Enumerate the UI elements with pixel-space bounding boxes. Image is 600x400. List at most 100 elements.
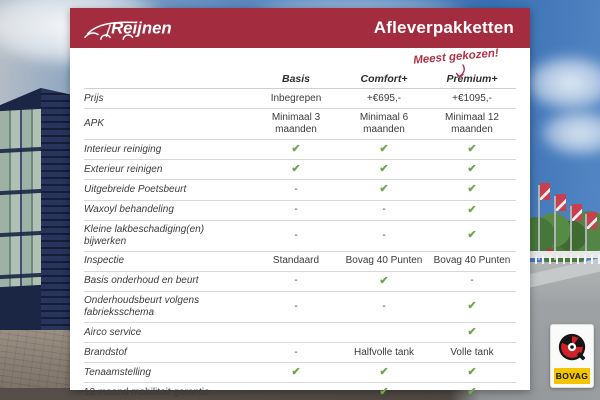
check-cell: ✔ <box>340 163 428 176</box>
value-cell: Bovag 40 Punten <box>345 255 423 267</box>
page-title: Afleverpakketten <box>373 18 514 37</box>
flag-pole <box>570 206 572 260</box>
check-cell: ✔ <box>428 300 516 313</box>
check-cell: ✔ <box>428 326 516 339</box>
row-label: Interieur reiniging <box>84 143 162 155</box>
afleverpakketten-card: Reijnen Afleverpakketten Meest gekozen! … <box>70 8 530 398</box>
value-cell: +€695,- <box>366 92 402 104</box>
check-icon: ✔ <box>467 300 477 313</box>
value-cell: Bovag 40 Punten <box>433 255 511 267</box>
check-icon: ✔ <box>379 163 389 176</box>
check-icon: ✔ <box>291 366 301 379</box>
check-icon: ✔ <box>379 386 389 399</box>
card-header: Reijnen Afleverpakketten <box>70 8 530 48</box>
table-row: Basis onderhoud en beurt - ✔ - <box>84 272 516 292</box>
flag-pole <box>585 214 587 260</box>
check-cell: ✔ <box>428 204 516 217</box>
check-cell: ✔ <box>340 183 428 196</box>
row-label: Prijs <box>84 92 104 104</box>
value-cell: +€1095,- <box>452 92 492 104</box>
table-row: Interieur reiniging ✔ ✔ ✔ <box>84 140 516 161</box>
row-label: Onderhoudsbeurt volgens fabrieksschema <box>84 294 200 318</box>
check-icon: ✔ <box>379 274 389 287</box>
check-icon: ✔ <box>467 143 477 155</box>
row-label: Kleine lakbeschadiging(en) bijwerken <box>84 223 205 247</box>
check-cell: ✔ <box>428 366 516 379</box>
value-cell: - <box>382 300 386 312</box>
check-icon: ✔ <box>467 229 477 242</box>
reijnen-logo: Reijnen <box>84 19 172 40</box>
check-icon: ✔ <box>467 203 477 216</box>
building-tower <box>41 88 74 332</box>
building-windows <box>0 108 42 287</box>
check-cell: ✔ <box>428 163 516 176</box>
row-label: Exterieur reinigen <box>84 163 163 175</box>
check-icon: ✔ <box>379 366 389 379</box>
red-flag <box>572 204 582 221</box>
check-cell: ✔ <box>252 366 340 379</box>
value-cell: - <box>382 229 386 241</box>
check-icon: ✔ <box>291 143 301 155</box>
bovag-badge: BOVAG <box>550 324 594 388</box>
brand-text: Reijnen <box>111 19 172 38</box>
check-icon: ✔ <box>291 163 301 176</box>
row-label: Airco service <box>84 326 142 338</box>
row-label: Basis onderhoud en beurt <box>84 275 199 287</box>
value-cell: Minimaal 12 maanden <box>445 112 499 135</box>
value-cell: Volle tank <box>450 346 494 358</box>
arrow-down-icon <box>455 64 465 78</box>
table-row: 12 maand mobiliteit garantie - ✔ ✔ <box>84 383 516 400</box>
value-cell: - <box>294 183 298 195</box>
row-label: Waxoyl behandeling <box>84 204 174 216</box>
card-body: Meest gekozen! Basis Comfort+ Premium+ Prij… <box>70 47 530 398</box>
row-label: 12 maand mobiliteit garantie <box>84 386 210 398</box>
value-cell: Standaard <box>272 255 320 267</box>
value-cell: - <box>382 204 386 216</box>
check-cell: ✔ <box>428 143 516 156</box>
check-cell: ✔ <box>252 163 340 176</box>
value-cell: Minimaal 6 maanden <box>359 112 409 135</box>
red-flag <box>587 212 597 229</box>
check-icon: ✔ <box>467 386 477 399</box>
value-cell: Inbegrepen <box>270 92 322 104</box>
table-row: Airco service ✔ <box>84 323 516 344</box>
check-cell: ✔ <box>340 143 428 156</box>
check-cell: ✔ <box>340 366 428 379</box>
check-icon: ✔ <box>467 325 477 338</box>
package-table: Basis Comfort+ Premium+ Prijs Inbegrepen +€69… <box>84 71 516 400</box>
table-row: Exterieur reinigen ✔ ✔ ✔ <box>84 160 516 181</box>
white-fence <box>528 255 600 264</box>
bovag-label: BOVAG <box>554 368 590 384</box>
value-cell: - <box>294 275 298 287</box>
check-icon: ✔ <box>379 143 389 155</box>
red-flag <box>540 183 550 200</box>
table-row: Prijs Inbegrepen +€695,- +€1095,- <box>84 89 516 109</box>
check-cell: ✔ <box>340 386 428 399</box>
check-cell: ✔ <box>252 143 340 156</box>
table-row: Brandstof - Halfvolle tank Volle tank <box>84 343 516 364</box>
cloud <box>540 110 600 156</box>
check-cell: ✔ <box>340 275 428 288</box>
column-header-comfort: Comfort+ <box>360 73 408 86</box>
cloud <box>525 55 600 111</box>
value-cell: Halfvolle tank <box>353 346 415 358</box>
flag-pole <box>554 196 556 260</box>
table-row: Inspectie Standaard Bovag 40 Punten Bovag 4… <box>84 252 516 272</box>
value-cell: - <box>470 275 474 287</box>
row-label: Inspectie <box>84 255 125 267</box>
check-icon: ✔ <box>467 163 477 176</box>
check-icon: ✔ <box>379 183 389 196</box>
value-cell: - <box>294 346 298 358</box>
flag-pole <box>538 185 540 260</box>
check-cell: ✔ <box>428 229 516 242</box>
column-header-basis: Basis <box>281 73 311 86</box>
check-icon: ✔ <box>467 183 477 196</box>
table-row: Uitgebreide Poetsbeurt - ✔ ✔ <box>84 180 516 201</box>
value-cell: Minimaal 3 maanden <box>271 112 321 135</box>
value-cell: - <box>294 300 298 312</box>
row-label: APK <box>84 118 105 129</box>
table-row: Waxoyl behandeling - - ✔ <box>84 201 516 221</box>
value-cell: - <box>294 229 298 241</box>
check-icon: ✔ <box>467 366 477 379</box>
